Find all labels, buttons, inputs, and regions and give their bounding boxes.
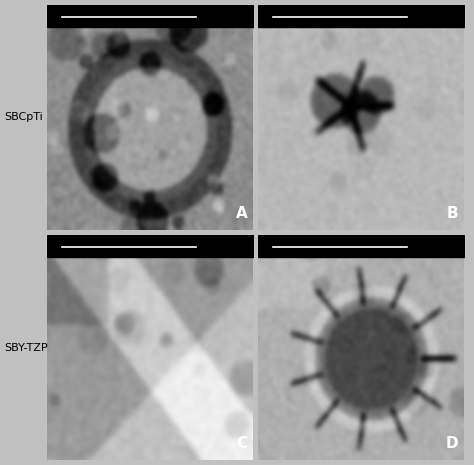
Text: B: B [447,206,458,221]
Text: D: D [446,436,458,452]
Bar [258,235,465,258]
Text: SBY-TZP: SBY-TZP [5,343,48,352]
Text: A: A [236,206,247,221]
Bar [47,5,254,27]
Bar [258,5,465,27]
Text: C: C [236,436,247,452]
Bar [47,235,254,258]
Text: SBCpTi: SBCpTi [5,113,44,122]
